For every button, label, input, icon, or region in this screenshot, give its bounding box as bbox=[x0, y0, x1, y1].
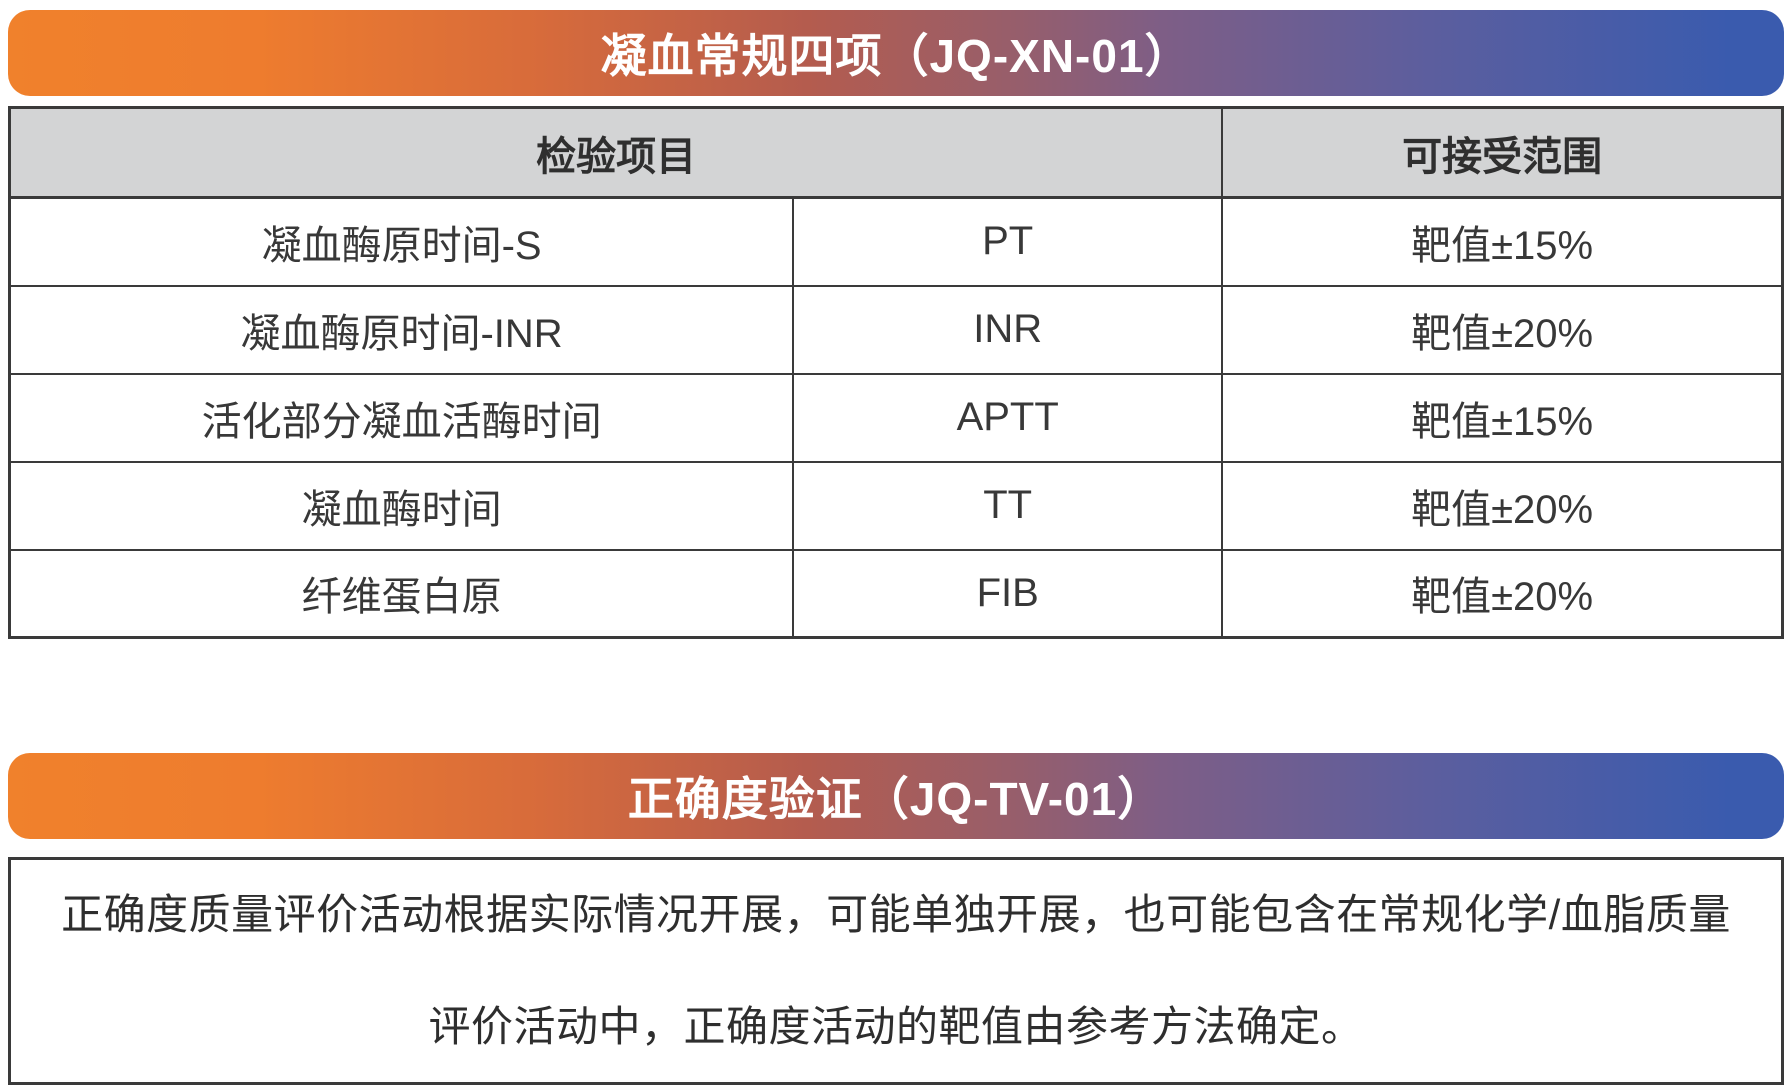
coagulation-section-banner: 凝血常规四项（JQ-XN-01） bbox=[8, 10, 1784, 96]
test-name-cell: 纤维蛋白原 bbox=[8, 548, 795, 639]
coagulation-table: 检验项目 可接受范围 凝血酶原时间-S PT 靶值±15% 凝血酶原时间-INR… bbox=[8, 106, 1784, 639]
range-cell: 靶值±15% bbox=[1221, 196, 1784, 287]
test-name-cell: 凝血酶原时间-S bbox=[8, 196, 795, 287]
range-cell: 靶值±20% bbox=[1221, 548, 1784, 639]
range-cell: 靶值±20% bbox=[1221, 284, 1784, 375]
table-row: 凝血酶时间 TT 靶值±20% bbox=[8, 460, 1784, 551]
table-row: 活化部分凝血活酶时间 APTT 靶值±15% bbox=[8, 372, 1784, 463]
abbreviation-cell: TT bbox=[792, 460, 1224, 551]
trueness-note-box: 正确度质量评价活动根据实际情况开展，可能单独开展，也可能包含在常规化学/血脂质量… bbox=[8, 857, 1784, 1085]
table-row: 凝血酶原时间-S PT 靶值±15% bbox=[8, 196, 1784, 287]
test-name-cell: 活化部分凝血活酶时间 bbox=[8, 372, 795, 463]
abbreviation-cell: PT bbox=[792, 196, 1224, 287]
table-header-row: 检验项目 可接受范围 bbox=[8, 106, 1784, 199]
trueness-section-title: 正确度验证（JQ-TV-01） bbox=[627, 773, 1165, 825]
table-row: 纤维蛋白原 FIB 靶值±20% bbox=[8, 548, 1784, 639]
test-name-cell: 凝血酶时间 bbox=[8, 460, 795, 551]
abbreviation-cell: FIB bbox=[792, 548, 1224, 639]
header-cell-test-item: 检验项目 bbox=[8, 106, 1224, 199]
header-cell-acceptable-range: 可接受范围 bbox=[1221, 106, 1784, 199]
table-row: 凝血酶原时间-INR INR 靶值±20% bbox=[8, 284, 1784, 375]
range-cell: 靶值±20% bbox=[1221, 460, 1784, 551]
trueness-section-banner: 正确度验证（JQ-TV-01） bbox=[8, 753, 1784, 839]
trueness-note-line-2: 评价活动中，正确度活动的靶值由参考方法确定。 bbox=[428, 1003, 1364, 1050]
coagulation-section-title: 凝血常规四项（JQ-XN-01） bbox=[600, 30, 1192, 82]
trueness-note-line-1: 正确度质量评价活动根据实际情况开展，可能单独开展，也可能包含在常规化学/血脂质量 bbox=[61, 891, 1731, 938]
test-name-cell: 凝血酶原时间-INR bbox=[8, 284, 795, 375]
abbreviation-cell: APTT bbox=[792, 372, 1224, 463]
abbreviation-cell: INR bbox=[792, 284, 1224, 375]
range-cell: 靶值±15% bbox=[1221, 372, 1784, 463]
